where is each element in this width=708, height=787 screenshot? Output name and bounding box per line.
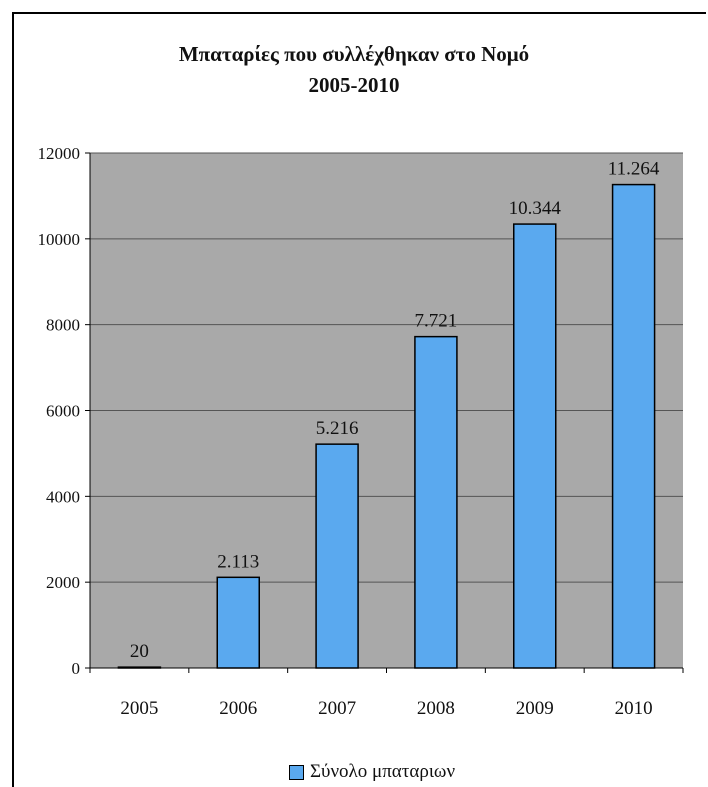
bar-2010 [611,183,656,669]
data-label-2007: 5.216 [316,418,359,439]
chart-subtitle: 2005-2010 [308,73,400,97]
chart-title: Μπαταρίες που συλλέχθηκαν στο Νομό [178,42,530,66]
x-tick-label-2005: 2005 [120,698,158,719]
chart-frame [12,12,706,787]
x-tick-label-2009: 2009 [516,698,554,719]
data-label-2008: 7.721 [415,311,458,332]
bar-2005 [117,666,162,669]
x-tick-label-2007: 2007 [318,698,356,719]
data-label-2006: 2.113 [217,551,259,572]
legend-label: Σύνολο μπαταριων [310,761,456,782]
x-tick-label-2010: 2010 [615,698,653,719]
y-tick-label: 0 [72,659,81,678]
bar-2006 [216,576,260,669]
y-tick-label: 8000 [46,316,80,335]
x-tick-label-2006: 2006 [219,698,257,719]
y-tick-label: 10000 [38,230,81,249]
y-tick-label: 12000 [38,144,81,163]
bar-2007 [315,443,359,669]
y-tick-label: 6000 [46,402,80,421]
data-label-2010: 11.264 [608,159,660,180]
legend: Σύνολο μπαταριων [289,761,455,783]
x-tick-label-2008: 2008 [417,698,455,719]
data-label-2005: 20 [130,641,149,662]
y-tick-label: 4000 [46,487,80,506]
bar-2009 [513,223,557,669]
data-label-2009: 10.344 [509,198,562,219]
bar-2008 [414,335,458,669]
legend-swatch [289,764,304,780]
y-tick-label: 2000 [46,573,80,592]
